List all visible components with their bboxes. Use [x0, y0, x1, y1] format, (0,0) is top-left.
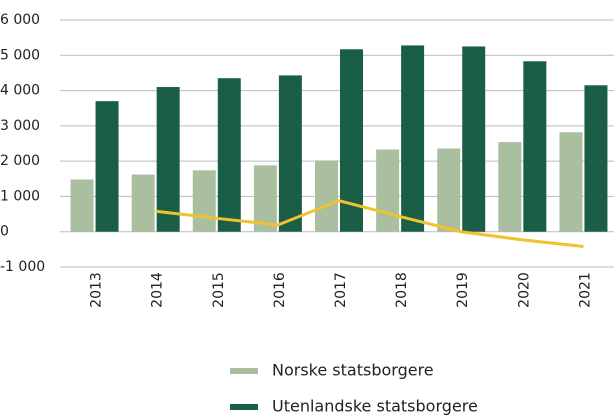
x-tick-label: 2019 — [455, 272, 471, 308]
bar — [462, 46, 486, 232]
bar — [340, 49, 363, 232]
bar — [401, 45, 425, 232]
legend-label: Norske statsborgere — [272, 361, 434, 380]
bar — [376, 149, 400, 232]
bar — [192, 170, 216, 232]
y-tick-label: 0 — [0, 224, 9, 240]
y-tick-label: 5 000 — [0, 47, 40, 63]
bar — [437, 148, 461, 232]
bar — [95, 101, 119, 232]
y-tick-label: -1 000 — [0, 259, 45, 275]
x-tick-label: 2016 — [272, 272, 288, 308]
bar — [253, 165, 277, 232]
bar — [131, 174, 155, 232]
bar — [217, 78, 241, 232]
bar — [315, 160, 338, 232]
bar — [278, 75, 302, 232]
line — [155, 199, 584, 249]
bar — [559, 132, 583, 232]
x-tick-label: 2014 — [150, 272, 166, 308]
bar — [70, 179, 94, 232]
bar — [523, 61, 547, 232]
x-tick-label: 2013 — [89, 272, 105, 308]
x-tick-label: 2015 — [211, 272, 227, 308]
legend-swatch — [230, 368, 258, 374]
legend-label: Utenlandske statsborgere — [272, 397, 478, 416]
bar — [584, 85, 608, 232]
y-tick-label: 4 000 — [0, 83, 40, 99]
bar — [498, 142, 522, 232]
x-tick-label: 2017 — [333, 272, 349, 308]
x-tick-label: 2021 — [577, 272, 593, 308]
legend-swatch — [230, 404, 258, 410]
x-tick-label: 2020 — [516, 272, 532, 308]
bar — [156, 87, 180, 232]
x-tick-label: 2018 — [394, 272, 410, 308]
y-tick-label: 6 000 — [0, 12, 40, 28]
y-tick-label: 3 000 — [0, 118, 40, 134]
y-tick-label: 1 000 — [0, 188, 40, 204]
y-tick-label: 2 000 — [0, 153, 40, 169]
